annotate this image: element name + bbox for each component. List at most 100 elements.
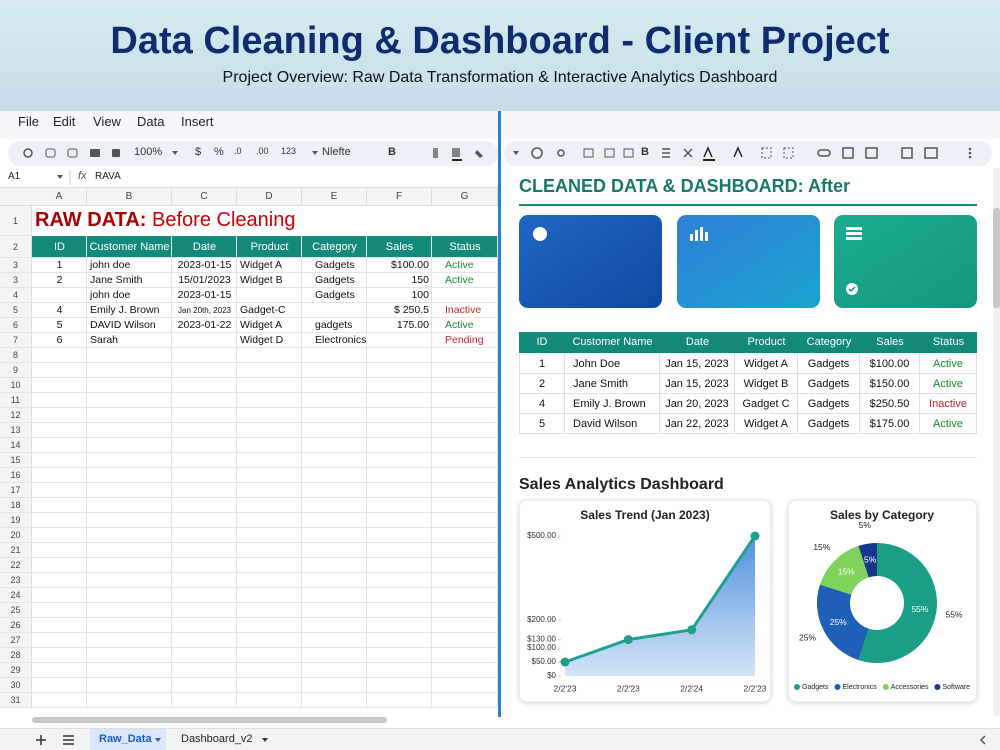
cell — [237, 393, 302, 408]
column-header: C — [172, 188, 237, 206]
cell — [302, 573, 367, 588]
legend-swatch — [882, 684, 889, 690]
tab[interactable]: Raw_Data — [99, 733, 152, 745]
clean-cell: John Doe — [565, 354, 660, 374]
row-number: 31 — [0, 693, 32, 708]
cell — [432, 423, 498, 438]
raw-cell: DAVID Wilson — [90, 319, 156, 331]
page-title: Data Cleaning & Dashboard - Client Proje… — [110, 20, 890, 62]
clean-cell: Widget A — [735, 354, 798, 374]
y-tick-label: $200.00 — [527, 615, 556, 624]
cell — [237, 468, 302, 483]
cell — [172, 236, 237, 258]
column-header: D — [237, 188, 302, 206]
row-number: 17 — [0, 483, 32, 498]
right-scrollbar — [993, 168, 1000, 716]
cell — [432, 273, 498, 288]
cell — [32, 693, 87, 708]
raw-cell: 2 — [56, 274, 63, 286]
menu-item[interactable]: View — [93, 114, 121, 129]
row-number: 19 — [0, 513, 32, 528]
cell — [302, 468, 367, 483]
menu-item[interactable]: Edit — [53, 114, 76, 129]
raw-cell: Electronics — [315, 334, 367, 346]
cell — [302, 678, 367, 693]
cell — [367, 318, 432, 333]
cell — [302, 483, 367, 498]
cell — [237, 288, 302, 303]
cell — [172, 348, 237, 363]
cell — [32, 648, 87, 663]
row-number: 13 — [0, 423, 32, 438]
cell — [432, 288, 498, 303]
cell — [172, 603, 237, 618]
cell — [172, 663, 237, 678]
cell — [432, 498, 498, 513]
menu-item[interactable]: Insert — [181, 114, 214, 129]
cell — [237, 603, 302, 618]
clean-cell: Jan 20, 2023 — [660, 394, 735, 414]
cell — [87, 438, 172, 453]
cell — [367, 543, 432, 558]
cell — [172, 468, 237, 483]
cell — [87, 588, 172, 603]
cell — [87, 648, 172, 663]
slice-label: 55% — [911, 604, 928, 614]
cell — [87, 558, 172, 573]
cell — [172, 543, 237, 558]
cell — [432, 438, 498, 453]
cell — [367, 236, 432, 258]
clean-header: Customer Name — [572, 336, 653, 348]
cell — [87, 303, 172, 318]
section-separator — [519, 457, 977, 458]
raw-cell: Jan 20th, 2023 — [178, 306, 231, 315]
cell — [237, 303, 302, 318]
cell — [172, 393, 237, 408]
cell — [237, 408, 302, 423]
kpi-card — [834, 215, 977, 308]
cell — [172, 333, 237, 348]
cell — [432, 588, 498, 603]
y-tick-label: $100.00 — [527, 643, 556, 652]
row-number: 24 — [0, 588, 32, 603]
cell — [432, 603, 498, 618]
cell — [367, 483, 432, 498]
y-tick-label: $500.00 — [527, 531, 556, 540]
cell — [302, 648, 367, 663]
row-number: 21 — [0, 543, 32, 558]
cell — [367, 663, 432, 678]
cell — [237, 663, 302, 678]
raw-cell: 4 — [56, 304, 63, 316]
menu-item[interactable]: Data — [137, 114, 165, 129]
cell — [237, 633, 302, 648]
clean-cell: Widget B — [735, 374, 798, 394]
pie-slice — [819, 545, 869, 595]
cell — [367, 558, 432, 573]
raw-cell: Widget D — [240, 334, 284, 346]
raw-title-rest: Before Cleaning — [146, 209, 296, 231]
x-tick-label: 2/2'23 — [554, 683, 577, 693]
cell — [302, 633, 367, 648]
cell — [302, 438, 367, 453]
cell — [237, 693, 302, 708]
cell — [87, 423, 172, 438]
menu-item[interactable]: File — [18, 114, 39, 129]
slice-outer-label: 5% — [859, 520, 872, 530]
x-tick-label: 2/2'23 — [617, 683, 640, 693]
cell — [172, 483, 237, 498]
cell — [172, 588, 237, 603]
tab-active[interactable] — [90, 729, 166, 750]
cell — [237, 543, 302, 558]
cell — [432, 678, 498, 693]
area — [565, 536, 755, 676]
point — [750, 531, 760, 541]
raw-cell: $100.00 — [391, 259, 429, 271]
tab[interactable]: Dashboard_v2 — [181, 733, 253, 745]
cell — [87, 498, 172, 513]
cell — [367, 393, 432, 408]
clean-cell: Jan 15, 2023 — [660, 354, 735, 374]
toolbar-item: B — [641, 146, 649, 158]
kpi-card — [519, 215, 662, 308]
row-number: 12 — [0, 408, 32, 423]
